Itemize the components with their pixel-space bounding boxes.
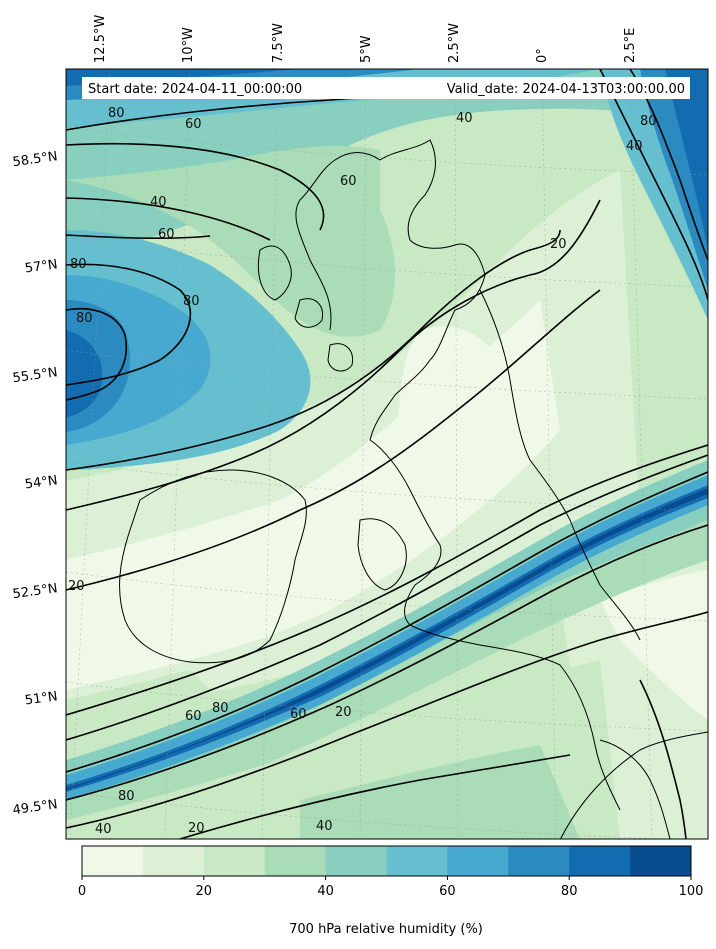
contour-label: 20: [188, 821, 205, 836]
contour-label: 80: [640, 114, 657, 129]
lat-tick-label: 52.5°N: [12, 581, 59, 602]
lon-tick-label: 5°W: [359, 35, 374, 63]
map-frame: [65, 68, 709, 840]
colorbar: 0 20 40 60 80 100 700 hPa relative humidity (…: [78, 845, 704, 937]
lon-tick-label: 2.5°E: [623, 28, 638, 63]
colorbar-swatch: [447, 846, 509, 876]
contour-label: 40: [150, 195, 167, 210]
contour-label: 60: [185, 709, 202, 724]
colorbar-tick-label: 0: [78, 884, 86, 899]
left-axis: 58.5°N 57°N 55.5°N 54°N 52.5°N 51°N 49.5…: [12, 149, 59, 818]
start-date-label: Start date: 2024-04-11_00:00:00: [88, 82, 302, 97]
contour-label: 20: [68, 579, 85, 594]
contour-label: 60: [340, 174, 357, 189]
colorbar-tick-label: 40: [317, 884, 334, 899]
colorbar-swatch: [508, 846, 570, 876]
contour-label: 80: [183, 294, 200, 309]
colorbar-swatch: [203, 846, 266, 876]
lat-tick-label: 51°N: [24, 689, 59, 708]
lat-tick-label: 54°N: [24, 473, 59, 492]
lat-tick-label: 49.5°N: [12, 797, 59, 818]
colorbar-swatch: [630, 846, 692, 876]
colorbar-swatch: [142, 846, 205, 876]
contour-label: 40: [316, 819, 333, 834]
contour-label: 20: [550, 237, 567, 252]
colorbar-tick-label: 100: [679, 884, 704, 899]
colorbar-tick-label: 80: [561, 884, 578, 899]
colorbar-swatch: [82, 846, 144, 876]
lon-tick-label: 0°: [535, 48, 550, 63]
colorbar-swatch: [386, 846, 448, 876]
colorbar-swatch: [569, 846, 631, 876]
lat-tick-label: 57°N: [24, 257, 59, 276]
contour-label: 20: [335, 705, 352, 720]
contour-label: 60: [185, 117, 202, 132]
contour-label: 40: [456, 111, 473, 126]
lon-tick-label: 2.5°W: [447, 23, 462, 63]
map-panel: 80 60 40 60 80 80 80 60 40 20 40 80 20 6…: [66, 69, 708, 839]
colorbar-tick-label: 20: [196, 884, 213, 899]
valid-date-label: Valid_date: 2024-04-13T03:00:00.00: [447, 82, 685, 97]
contour-label-group: 80 60 40 60 80 80 80 60 40 20 40 80 20 6…: [68, 106, 657, 837]
contour-label: 60: [290, 707, 307, 722]
colorbar-ticks: 0 20 40 60 80 100: [78, 876, 704, 899]
contour-label: 60: [158, 227, 175, 242]
contour-label: 40: [626, 139, 643, 154]
lon-tick-label: 12.5°W: [93, 15, 108, 63]
contour-label: 80: [70, 257, 87, 272]
colorbar-tick-label: 60: [439, 884, 456, 899]
colorbar-swatch: [264, 846, 327, 876]
contour-label: 80: [76, 311, 93, 326]
lat-tick-label: 58.5°N: [12, 149, 59, 170]
top-axis: 12.5°W 10°W 7.5°W 5°W 2.5°W 0° 2.5°E: [93, 15, 638, 63]
graticule: [66, 69, 708, 839]
header-box: [82, 77, 690, 99]
lat-tick-label: 55.5°N: [12, 365, 59, 386]
colorbar-label: 700 hPa relative humidity (%): [289, 922, 483, 937]
colorbar-swatch: [325, 846, 387, 876]
lon-tick-label: 7.5°W: [271, 23, 286, 63]
colorbar-frame: [81, 845, 692, 877]
contour-label: 40: [95, 822, 112, 837]
lon-tick-label: 10°W: [181, 27, 196, 63]
colorbar-swatches: [82, 846, 692, 876]
contour-label: 80: [108, 106, 125, 121]
contour-label: 80: [212, 701, 229, 716]
contour-label: 80: [118, 789, 135, 804]
contour-lines: [66, 69, 708, 839]
coastlines: [119, 139, 708, 839]
